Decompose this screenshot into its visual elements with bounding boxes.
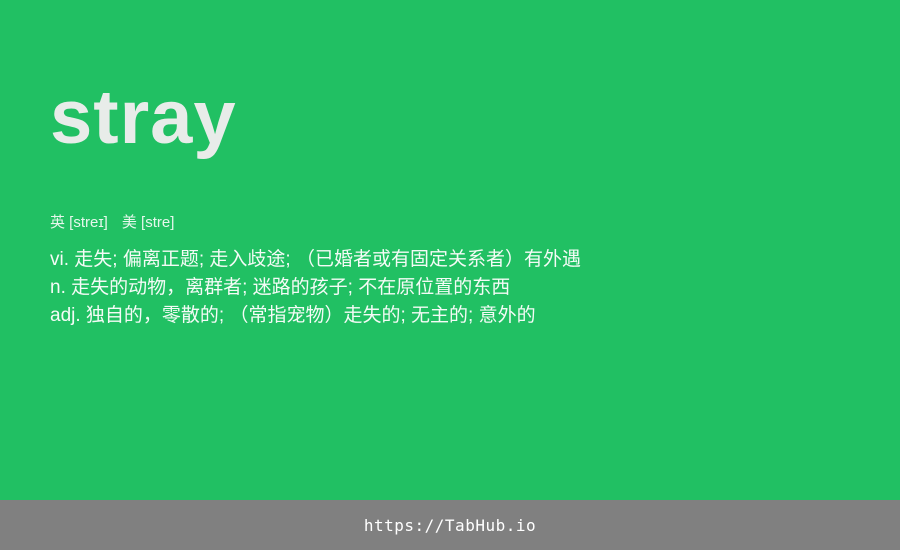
phonetic-uk: 英 [streɪ] <box>50 214 108 231</box>
definition-list: vi. 走失; 偏离正题; 走入歧途; （已婚者或有固定关系者）有外遇 n. 走… <box>50 246 581 330</box>
footer-link[interactable]: https://TabHub.io <box>363 515 537 535</box>
word-card: stray 英 [streɪ] 美 [stre] vi. 走失; 偏离正题; 走入… <box>50 75 581 330</box>
definition-adjective: adj. 独自的，零散的; （常指宠物）走失的; 无主的; 意外的 <box>50 305 536 326</box>
headword: stray <box>50 75 237 160</box>
footer-bar: https://TabHub.io <box>0 500 900 550</box>
definition-verb: vi. 走失; 偏离正题; 走入歧途; （已婚者或有固定关系者）有外遇 <box>50 249 581 270</box>
phonetics: 英 [streɪ] 美 [stre] <box>50 212 174 234</box>
definition-noun: n. 走失的动物，离群者; 迷路的孩子; 不在原位置的东西 <box>50 277 511 298</box>
phonetic-us: 美 [stre] <box>121 214 175 231</box>
